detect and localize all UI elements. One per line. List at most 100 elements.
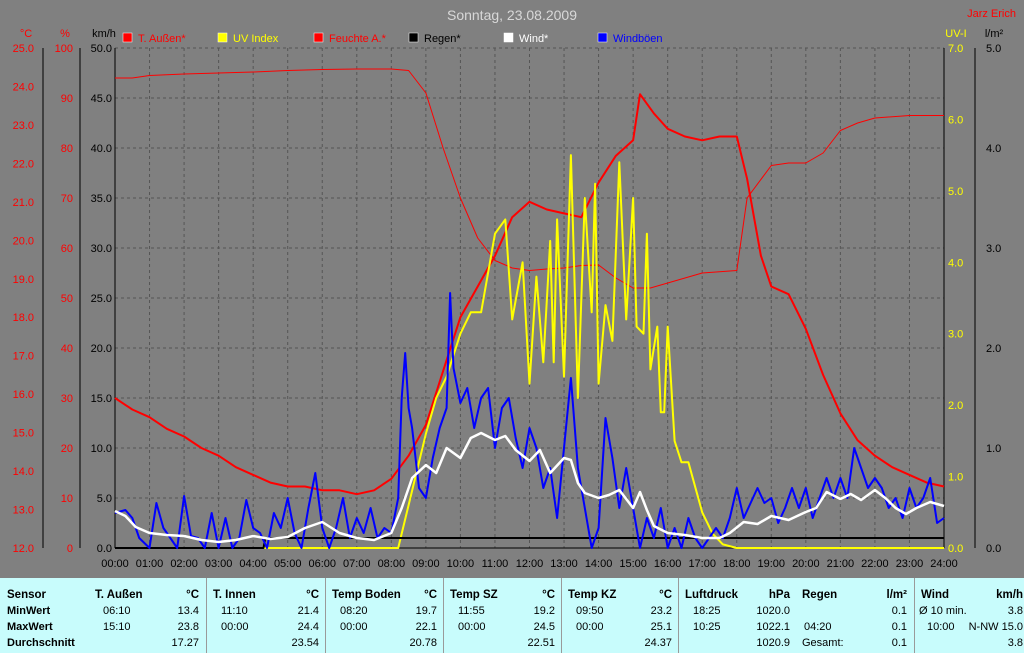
stats-column-unit: °C (306, 589, 319, 601)
max-value: 23.8 (177, 621, 199, 633)
y-tick-label-temp: 24.0 (13, 81, 34, 93)
legend-label: Windböen (613, 33, 663, 45)
y-tick-label-uv: 4.0 (948, 257, 963, 269)
max-time: 00:00 (458, 621, 486, 633)
x-tick-label: 18:00 (723, 558, 751, 570)
legend-swatch (313, 32, 324, 43)
stats-column-name: Temp KZ (568, 589, 617, 601)
y-tick-label-temp: 14.0 (13, 466, 34, 478)
wind-max-time: 10:00 (927, 621, 955, 633)
min-value: 19.2 (533, 605, 555, 617)
x-tick-label: 07:00 (343, 558, 371, 570)
y-tick-label-temp: 15.0 (13, 428, 34, 440)
y-tick-label-rain: 5.0 (986, 43, 1001, 55)
legend-swatch (122, 32, 133, 43)
x-tick-label: 03:00 (205, 558, 233, 570)
y-tick-label-uv: 2.0 (948, 400, 963, 412)
min-value: 1020.0 (756, 605, 790, 617)
x-tick-label: 11:00 (482, 558, 509, 570)
stats-column: Temp KZ °C 09:50 23.2 00:00 25.1 24.37 (561, 578, 679, 653)
x-tick-label: 04:00 (239, 558, 267, 570)
stats-sensor-column: Sensor MinWert MaxWert Durchschnitt (0, 578, 89, 653)
stats-column: Temp Boden °C 08:20 19.7 00:00 22.1 20.78 (325, 578, 444, 653)
x-tick-label: 21:00 (827, 558, 855, 570)
rain-min-value: 0.1 (891, 605, 907, 617)
max-value: 24.4 (297, 621, 319, 633)
y-tick-label-wind: 40.0 (91, 143, 112, 155)
min-value: 21.4 (297, 605, 319, 617)
x-tick-label: 05:00 (274, 558, 302, 570)
x-tick-label: 08:00 (378, 558, 406, 570)
chart-title: Sonntag, 23.08.2009 (447, 7, 577, 23)
stats-column-name: Temp Boden (332, 589, 401, 601)
stats-column-name: Regen (802, 589, 838, 601)
y-tick-label-wind: 20.0 (91, 343, 112, 355)
wind-overall-avg: 3.8 (1007, 637, 1023, 649)
y-tick-label-uv: 7.0 (948, 43, 963, 55)
x-tick-label: 17:00 (688, 558, 716, 570)
legend-swatch (408, 32, 419, 43)
y-tick-label-wind: 15.0 (91, 393, 112, 405)
stats-column-unit: l/m² (886, 589, 907, 601)
y-tick-label-wind: 30.0 (91, 243, 112, 255)
row-label-max: MaxWert (7, 621, 53, 633)
max-time: 00:00 (576, 621, 604, 633)
weather-chart: 12.0 13.0 14.0 15.0 16.0 17.0 18.0 19.0 20.0 21.0… (12, 7, 1016, 570)
stats-column-name: Luftdruck (685, 589, 739, 601)
y-tick-label-temp: 22.0 (13, 158, 34, 170)
x-tick-label: 00:00 (101, 558, 129, 570)
statistics-table: Sensor MinWert MaxWert Durchschnitt T. A… (0, 578, 1024, 653)
x-tick-label: 09:00 (412, 558, 440, 570)
y-tick-label-temp: 21.0 (13, 197, 34, 209)
row-label-avg: Durchschnitt (7, 637, 75, 649)
legend-swatch (503, 32, 514, 43)
max-time: 00:00 (221, 621, 249, 633)
stats-column-unit: °C (542, 589, 555, 601)
y-tick-label-uv: 5.0 (948, 186, 963, 198)
rain-max-value: 0.1 (891, 621, 907, 633)
y-tick-label-rain: 0.0 (986, 543, 1001, 555)
y-tick-label-hum: 20 (61, 443, 73, 455)
average-value: 1020.9 (756, 637, 790, 649)
stats-column-wind: Wind km/h Ø 10 min. 3.8 10:00 N-NW 15.0 … (914, 578, 1024, 653)
y-tick-label-wind: 35.0 (91, 193, 112, 205)
y-tick-label-uv: 1.0 (948, 472, 963, 484)
y-tick-label-temp: 16.0 (13, 389, 34, 401)
min-time: 06:10 (103, 605, 131, 617)
stats-column-unit: °C (424, 589, 437, 601)
y-tick-label-wind: 50.0 (91, 43, 112, 55)
average-value: 24.37 (644, 637, 672, 649)
y-tick-label-temp: 25.0 (13, 43, 34, 55)
max-time: 10:25 (693, 621, 721, 633)
y-tick-label-temp: 13.0 (13, 505, 34, 517)
y-tick-label-uv: 3.0 (948, 329, 963, 341)
legend-label: Wind* (519, 33, 549, 45)
legend-swatch (597, 32, 608, 43)
axis-unit-hum: % (60, 28, 70, 40)
axis-unit-wind: km/h (92, 28, 116, 40)
average-value: 23.54 (291, 637, 319, 649)
x-tick-label: 02:00 (170, 558, 198, 570)
y-tick-label-hum: 10 (61, 493, 73, 505)
stats-column-name: T. Außen (95, 589, 143, 601)
y-tick-label-hum: 80 (61, 143, 73, 155)
y-tick-label-wind: 0.0 (97, 543, 112, 555)
x-tick-label: 22:00 (861, 558, 889, 570)
rain-max-time: 04:20 (804, 621, 832, 633)
average-value: 17.27 (171, 637, 199, 649)
y-tick-label-temp: 18.0 (13, 312, 34, 324)
max-value: 25.1 (650, 621, 672, 633)
min-time: 11:10 (221, 605, 248, 617)
stats-column: Luftdruck hPa 18:25 1020.0 10:25 1022.1 1020.9 (678, 578, 797, 653)
min-value: 23.2 (650, 605, 672, 617)
min-time: 09:50 (576, 605, 604, 617)
min-time: 08:20 (340, 605, 368, 617)
stats-column-name: Wind (921, 589, 949, 601)
sensor-header: Sensor (7, 589, 46, 601)
stats-column-name: T. Innen (213, 589, 256, 601)
y-tick-label-hum: 60 (61, 243, 73, 255)
y-tick-label-rain: 1.0 (986, 443, 1001, 455)
x-tick-label: 24:00 (930, 558, 958, 570)
rain-total-value: 0.1 (891, 637, 907, 649)
wind-max-value: N-NW 15.0 (968, 621, 1023, 633)
